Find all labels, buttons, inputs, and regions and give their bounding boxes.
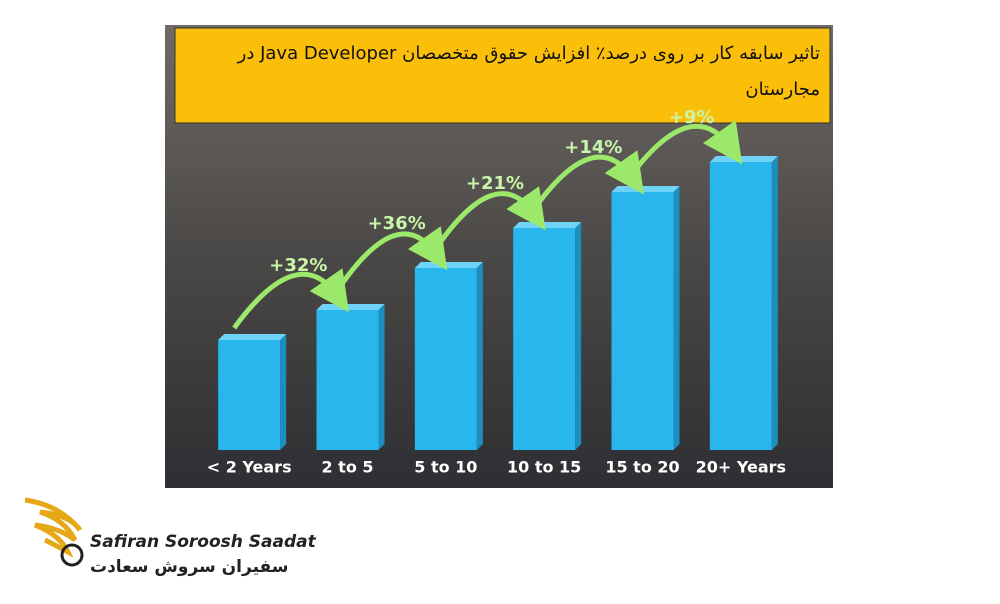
growth-label: +14% — [564, 137, 622, 158]
growth-arrow — [232, 268, 349, 330]
growth-label: +9% — [669, 107, 715, 128]
bar-side — [771, 156, 778, 450]
bar-side — [280, 334, 287, 450]
growth-arrow — [625, 120, 743, 182]
growth-label: +21% — [466, 173, 524, 194]
x-tick-label: 2 to 5 — [321, 458, 373, 477]
title-wrap: تاثیر سابقه کار بر روی درصد٪ افزایش حقوق… — [237, 43, 820, 100]
growth-label: +36% — [368, 213, 426, 234]
logo-mark — [60, 543, 84, 567]
bar — [709, 162, 772, 450]
bar-side — [575, 222, 582, 450]
bar-top — [611, 186, 680, 192]
growth-label: +32% — [269, 255, 327, 276]
logo-name-en: Safiran Soroosh Saadat — [90, 532, 317, 552]
x-tick-label: 20+ Years — [696, 458, 786, 477]
bar-top — [316, 304, 385, 310]
logo-wings — [24, 497, 83, 558]
growth-arrow — [428, 186, 546, 258]
bar — [218, 340, 281, 450]
x-tick-label: 15 to 20 — [605, 458, 679, 477]
bar-top — [218, 334, 287, 340]
x-tick-label: < 2 Years — [207, 458, 292, 477]
bar-side — [673, 186, 680, 450]
x-tick-label: 10 to 15 — [507, 458, 581, 477]
bar — [513, 228, 576, 450]
title-box — [174, 27, 831, 124]
growth-arrow — [330, 226, 448, 300]
bar-top — [414, 262, 483, 268]
growth-arrow — [527, 150, 644, 218]
chart-title: تاثیر سابقه کار بر روی درصد٪ افزایش حقوق… — [237, 43, 820, 100]
bar — [414, 268, 477, 450]
bar — [316, 310, 379, 450]
bar-side — [476, 262, 483, 450]
bar — [611, 192, 674, 450]
bar-top — [709, 156, 778, 162]
x-tick-label: 5 to 10 — [414, 458, 477, 477]
logo: Safiran Soroosh Saadat سفیران سروش سعادت — [24, 497, 317, 577]
logo-name-fa: سفیران سروش سعادت — [90, 557, 288, 577]
plot: < 2 Years 2 to 5 5 to 10 10 to 15 15 to 20 20… — [207, 107, 786, 477]
bar-top — [513, 222, 582, 228]
bar-side — [378, 304, 385, 450]
